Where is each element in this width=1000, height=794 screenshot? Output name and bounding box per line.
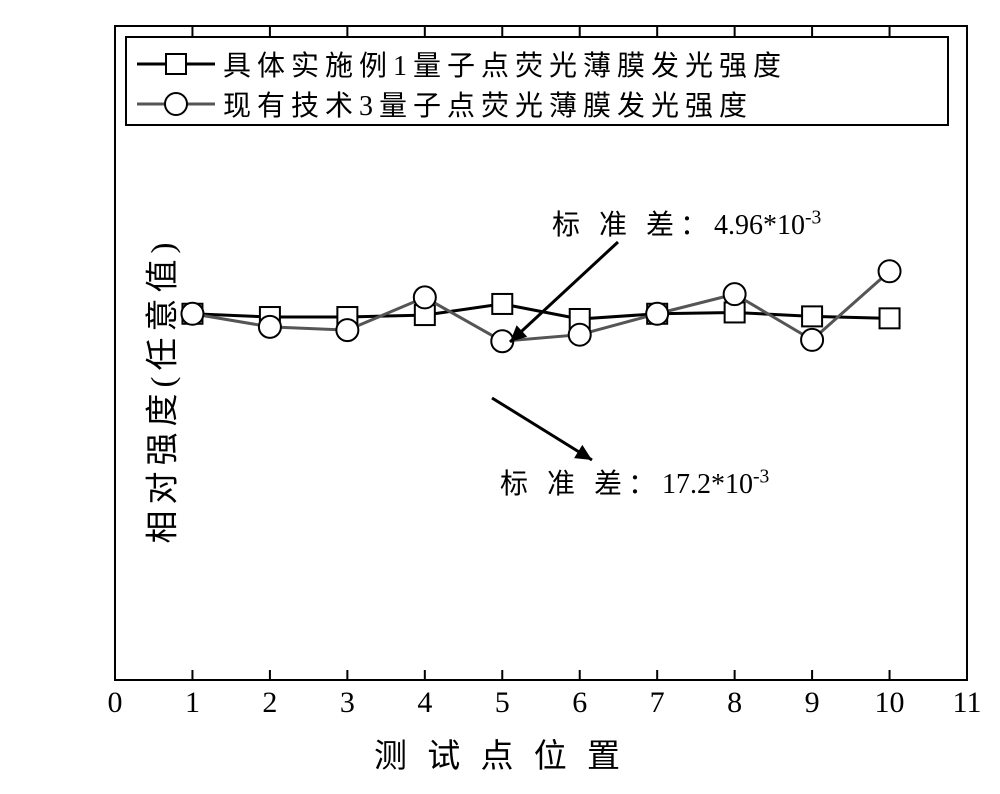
x-tick-label: 1 bbox=[185, 686, 200, 720]
x-tick-label: 9 bbox=[805, 686, 820, 720]
legend-entry: 现有技术3量子点荧光薄膜发光强度 bbox=[137, 84, 753, 124]
legend-label: 具体实施例1量子点荧光薄膜发光强度 bbox=[223, 44, 787, 84]
legend-label: 现有技术3量子点荧光薄膜发光强度 bbox=[223, 84, 753, 124]
x-tick-label: 7 bbox=[650, 686, 665, 720]
legend-sample bbox=[137, 48, 215, 80]
x-tick-label: 8 bbox=[727, 686, 742, 720]
x-tick-label: 10 bbox=[875, 686, 905, 720]
x-tick-label: 5 bbox=[495, 686, 510, 720]
legend: 具体实施例1量子点荧光薄膜发光强度现有技术3量子点荧光薄膜发光强度 bbox=[125, 36, 949, 126]
y-axis-label: 相对强度(任意值) bbox=[135, 237, 183, 544]
line-chart: 相对强度(任意值) 测 试 点 位 置 具体实施例1量子点荧光薄膜发光强度现有技… bbox=[0, 0, 1000, 789]
annotation-std1: 标 准 差：4.96*10-3 bbox=[552, 203, 821, 243]
annotation-std2: 标 准 差：17.2*10-3 bbox=[500, 462, 769, 502]
x-axis-label: 测 试 点 位 置 bbox=[374, 729, 626, 777]
x-tick-label: 4 bbox=[417, 686, 432, 720]
x-tick-label: 2 bbox=[262, 686, 277, 720]
x-tick-label: 0 bbox=[108, 686, 123, 720]
x-tick-label: 6 bbox=[572, 686, 587, 720]
x-tick-label: 3 bbox=[340, 686, 355, 720]
legend-sample bbox=[137, 88, 215, 120]
x-tick-label: 11 bbox=[953, 686, 982, 720]
legend-entry: 具体实施例1量子点荧光薄膜发光强度 bbox=[137, 44, 787, 84]
